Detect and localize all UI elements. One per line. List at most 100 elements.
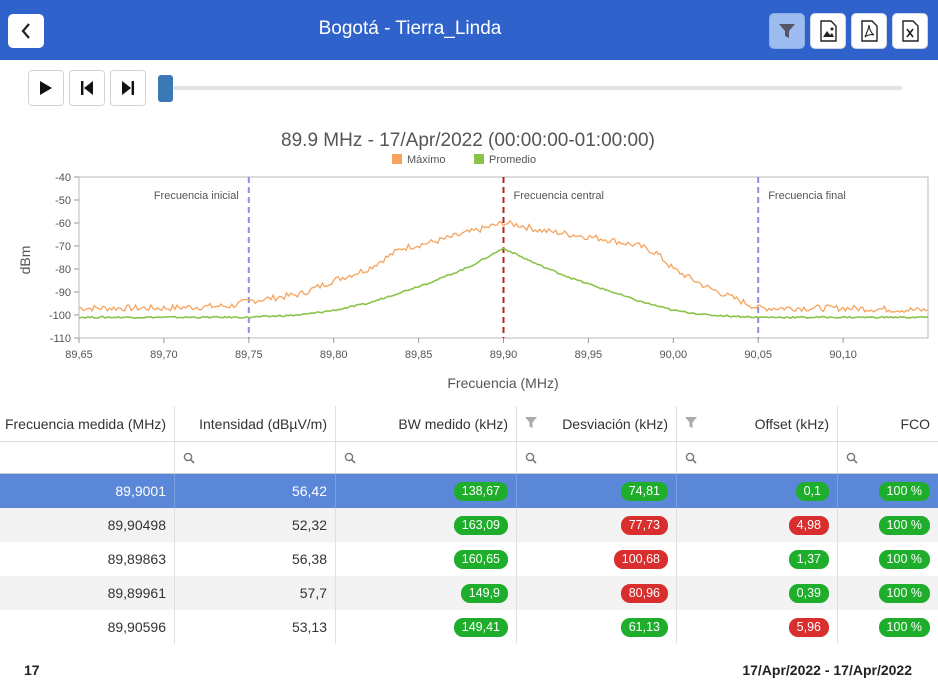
table-cell: 53,13 [175, 610, 336, 644]
value-badge: 100 % [878, 481, 930, 501]
table-cell: 0,1 [677, 474, 838, 508]
value-badge: 100 % [878, 617, 930, 637]
table-cell: 61,13 [517, 610, 677, 644]
table-cell: 149,9 [336, 576, 517, 610]
legend-swatch [392, 154, 402, 164]
image-export-icon [820, 20, 837, 42]
column-search-input[interactable] [677, 442, 838, 473]
x-tick-label: 89,90 [490, 349, 518, 361]
search-icon [846, 452, 858, 464]
y-tick-label: -70 [55, 241, 71, 253]
column-header[interactable]: Offset (kHz) [677, 406, 838, 441]
table-row[interactable]: 89,89961 57,7 149,9 80,96 0,39 100 % [0, 576, 938, 610]
step-back-button[interactable] [69, 70, 105, 106]
play-icon [40, 81, 52, 95]
column-search-input[interactable] [175, 442, 336, 473]
column-header[interactable]: BW medido (kHz) [336, 406, 517, 441]
table-cell: 100 % [838, 576, 938, 610]
skip-forward-icon [122, 81, 134, 95]
table-cell: 160,65 [336, 542, 517, 576]
x-tick-label: 89,80 [320, 349, 348, 361]
skip-back-icon [81, 81, 93, 95]
value-badge: 5,96 [788, 617, 829, 637]
export-excel-button[interactable] [892, 13, 928, 49]
header-bar: Bogotá - Tierra_Linda [0, 0, 938, 60]
column-search-input[interactable] [838, 442, 938, 473]
x-tick-label: 89,65 [65, 349, 93, 361]
x-axis-title: Frecuencia (MHz) [447, 375, 558, 391]
y-tick-label: -110 [50, 333, 71, 345]
chart-series [78, 219, 929, 319]
x-tick-label: 89,95 [575, 349, 603, 361]
legend-item[interactable]: Promedio [489, 154, 536, 166]
y-tick-label: -90 [55, 287, 71, 299]
series-line-promedio [78, 247, 929, 319]
back-button[interactable] [8, 14, 44, 48]
value-badge: 138,67 [453, 481, 508, 501]
x-tick-label: 90,05 [744, 349, 772, 361]
export-image-button[interactable] [810, 13, 846, 49]
value-badge: 61,13 [620, 617, 668, 637]
table-cell: 100 % [838, 610, 938, 644]
table-cell: 56,38 [175, 542, 336, 576]
spectrum-chart: 89.9 MHz - 17/Apr/2022 (00:00:00-01:00:0… [17, 130, 929, 391]
filter-button[interactable] [769, 13, 805, 49]
column-filter-icon[interactable] [525, 417, 537, 429]
value-badge: 1,37 [788, 549, 829, 569]
column-search-input[interactable] [336, 442, 517, 473]
export-pdf-button[interactable] [851, 13, 887, 49]
column-search-input[interactable] [517, 442, 677, 473]
date-range: 17/Apr/2022 - 17/Apr/2022 [742, 662, 912, 678]
y-tick-label: -100 [49, 310, 71, 322]
table-cell: 89,89961 [0, 576, 175, 610]
frequency-markers: Frecuencia inicial Frecuencia central Frec… [154, 177, 846, 338]
table-cell: 57,7 [175, 576, 336, 610]
column-header[interactable]: Frecuencia medida (MHz) [0, 406, 175, 441]
chart-legend: Máximo Promedio [392, 154, 536, 166]
table-cell: 77,73 [517, 508, 677, 542]
pdf-export-icon [861, 20, 878, 42]
legend-swatch [474, 154, 484, 164]
table-cell: 1,37 [677, 542, 838, 576]
table-row[interactable]: 89,9001 56,42 138,67 74,81 0,1 100 % [0, 474, 938, 508]
table-cell: 100 % [838, 542, 938, 576]
table-cell: 4,98 [677, 508, 838, 542]
y-axis-ticks: -40 -50 -60 -70 -80 -90 -100 -110 [49, 172, 79, 345]
search-icon [344, 452, 356, 464]
x-tick-label: 89,85 [405, 349, 433, 361]
table-cell: 89,9001 [0, 474, 175, 508]
table-cell: 89,89863 [0, 542, 175, 576]
marker-label: Frecuencia final [768, 190, 846, 202]
step-forward-button[interactable] [110, 70, 146, 106]
search-icon [685, 452, 697, 464]
table-row[interactable]: 89,90498 52,32 163,09 77,73 4,98 100 % [0, 508, 938, 542]
y-tick-label: -60 [55, 218, 71, 230]
value-badge: 100 % [878, 515, 930, 535]
table-cell: 149,41 [336, 610, 517, 644]
column-search-input[interactable] [0, 442, 175, 473]
timeline-slider-track[interactable] [170, 86, 902, 90]
x-tick-label: 89,75 [235, 349, 263, 361]
table-cell: 100 % [838, 474, 938, 508]
column-filter-icon[interactable] [685, 417, 697, 429]
timeline-slider-thumb[interactable] [158, 75, 173, 102]
table-cell: 0,39 [677, 576, 838, 610]
chevron-left-icon [21, 23, 30, 39]
value-badge: 74,81 [620, 481, 668, 501]
play-button[interactable] [28, 70, 64, 106]
table-cell: 100,68 [517, 542, 677, 576]
column-header[interactable]: Intensidad (dBµV/m) [175, 406, 336, 441]
marker-label: Frecuencia inicial [154, 190, 239, 202]
y-tick-label: -80 [55, 264, 71, 276]
table-row[interactable]: 89,90596 53,13 149,41 61,13 5,96 100 % [0, 610, 938, 644]
legend-item[interactable]: Máximo [407, 154, 446, 166]
filter-icon [779, 24, 795, 38]
x-tick-label: 90,00 [660, 349, 688, 361]
table-cell: 89,90596 [0, 610, 175, 644]
table-row[interactable]: 89,89863 56,38 160,65 100,68 1,37 100 % [0, 542, 938, 576]
column-header[interactable]: Desviación (kHz) [517, 406, 677, 441]
page-title: Bogotá - Tierra_Linda [318, 18, 502, 39]
column-header[interactable]: FCO [900, 415, 930, 432]
record-count: 17 [24, 662, 40, 678]
